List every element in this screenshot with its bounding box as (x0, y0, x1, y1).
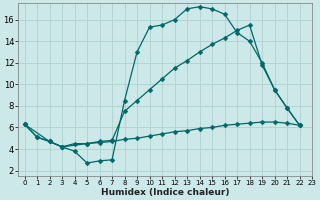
X-axis label: Humidex (Indice chaleur): Humidex (Indice chaleur) (101, 188, 229, 197)
